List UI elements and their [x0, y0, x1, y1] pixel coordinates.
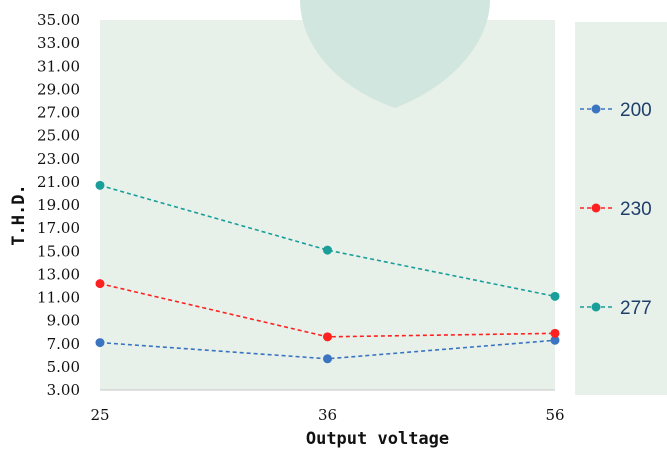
y-tick-label: 31.00 [37, 57, 80, 75]
data-point-230 [550, 328, 560, 338]
y-tick-label: 27.00 [37, 104, 80, 122]
y-tick-label: 5.00 [47, 358, 80, 376]
y-tick-label: 33.00 [37, 34, 80, 52]
series-line-200 [99, 339, 556, 360]
y-tick-label: 7.00 [47, 335, 80, 353]
data-point-230 [323, 332, 332, 342]
y-tick-label: 25.00 [37, 127, 80, 145]
data-point-277 [323, 245, 332, 255]
plot-area [100, 20, 555, 390]
data-point-277 [95, 180, 105, 190]
legend-marker-200 [591, 104, 601, 114]
series-line-277 [99, 184, 556, 298]
y-tick-label: 17.00 [37, 219, 80, 237]
y-tick-label: 29.00 [37, 80, 80, 98]
data-point-230 [95, 279, 105, 289]
y-axis-title: T.H.D. [9, 184, 29, 245]
legend-marker-277 [591, 302, 601, 312]
data-point-200 [550, 335, 560, 345]
y-tick-label: 35.00 [37, 11, 80, 29]
x-tick-label: 36 [318, 406, 337, 424]
data-point-200 [323, 354, 332, 364]
series-layer [95, 180, 560, 364]
y-tick-label: 11.00 [37, 289, 80, 307]
data-point-277 [550, 291, 560, 301]
y-tick-label: 21.00 [37, 173, 80, 191]
y-tick-label: 15.00 [37, 242, 80, 260]
x-axis-ticks: 25 36 56 [90, 406, 564, 424]
watermark-logo-icon [300, 0, 490, 108]
x-tick-label: 56 [545, 406, 564, 424]
data-point-200 [95, 338, 105, 348]
y-tick-label: 3.00 [47, 381, 80, 399]
y-tick-label: 9.00 [47, 312, 80, 330]
x-tick-label: 25 [90, 406, 109, 424]
legend-marker-230 [591, 203, 601, 213]
legend: 200 230 277 [580, 100, 652, 319]
y-tick-label: 19.00 [37, 196, 80, 214]
y-tick-label: 23.00 [37, 150, 80, 168]
y-tick-label: 13.00 [37, 265, 80, 283]
x-axis-title: Output voltage [306, 429, 449, 449]
legend-label-277: 277 [620, 298, 652, 319]
legend-label-200: 200 [620, 100, 652, 121]
legend-label-230: 230 [620, 199, 652, 220]
y-axis-ticks: 3.00 5.00 7.00 9.00 11.00 13.00 15.00 17.00 19.0… [37, 11, 80, 399]
